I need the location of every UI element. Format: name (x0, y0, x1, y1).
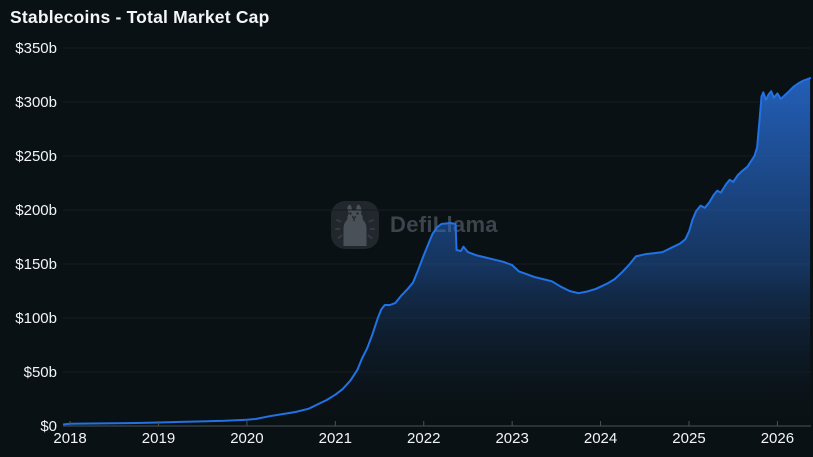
x-axis-label-2018: 2018 (53, 430, 86, 447)
y-axis-label-$100b: $100b (15, 310, 57, 327)
y-axis-label-$200b: $200b (15, 202, 57, 219)
y-axis-label-$250b: $250b (15, 148, 57, 165)
y-axis-label-$0: $0 (40, 418, 57, 435)
chart-title: Stablecoins - Total Market Cap (10, 7, 270, 27)
area-fill (63, 78, 811, 426)
x-axis-label-2022: 2022 (407, 430, 440, 447)
x-axis-label-2021: 2021 (319, 430, 352, 447)
x-axis-label-2026: 2026 (761, 430, 794, 447)
y-axis-label-$350b: $350b (15, 40, 57, 57)
series-line (62, 77, 812, 426)
x-axis-label-2025: 2025 (672, 430, 705, 447)
y-axis-label-$300b: $300b (15, 94, 57, 111)
y-axis-label-$150b: $150b (15, 256, 57, 273)
y-axis-label-$50b: $50b (24, 364, 57, 381)
x-axis-label-2020: 2020 (230, 430, 263, 447)
x-axis-label-2024: 2024 (584, 430, 617, 447)
x-axis-label-2023: 2023 (495, 430, 528, 447)
x-axis-label-2019: 2019 (142, 430, 175, 447)
